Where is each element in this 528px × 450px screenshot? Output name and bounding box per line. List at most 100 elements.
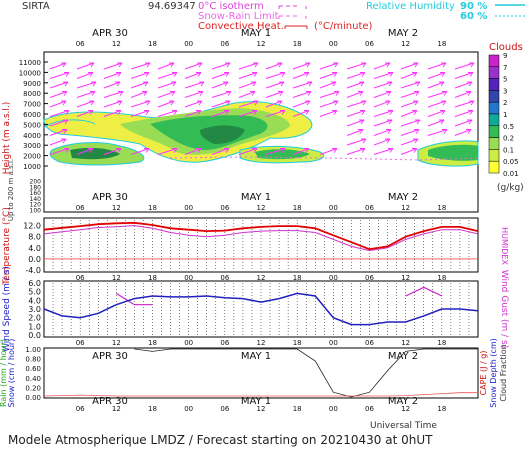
arrow: [76, 148, 94, 155]
hour-label: 06: [220, 0, 229, 2]
arrow: [49, 148, 70, 155]
arrow: [184, 100, 203, 108]
arrow: [319, 148, 338, 155]
arrow: [76, 110, 94, 117]
legend-swatches: [278, 5, 308, 29]
scale-bin: [488, 78, 500, 91]
hour-label: 06: [365, 204, 374, 212]
arrow: [454, 72, 474, 79]
cloud-fraction-ylabel: Cloud Fraction: [499, 344, 508, 401]
arrow: [427, 100, 447, 108]
height-tick: 2000: [23, 153, 41, 161]
hour-label: 12: [401, 274, 410, 282]
hour-label: 18: [437, 204, 446, 212]
cloud-fraction-line: [134, 348, 478, 398]
scale-label: 0.2: [503, 135, 514, 143]
arrow: [292, 148, 310, 155]
hour-label: 06: [76, 339, 85, 347]
temperature-tick: 0.0: [28, 255, 41, 264]
arrow: [265, 100, 283, 108]
arrow: [103, 81, 121, 89]
scale-label: 0.01: [503, 170, 519, 178]
hour-label: 06: [220, 274, 229, 282]
arrow: [292, 100, 311, 108]
hour-label: 06: [220, 405, 229, 413]
wind-tick: 4.0: [28, 296, 41, 305]
scale-bin: [488, 125, 500, 138]
hour-label: 00: [329, 274, 338, 282]
arrow: [265, 81, 285, 89]
legend-rh-label: Relative Humidity: [366, 1, 455, 12]
scale-bin: [488, 54, 500, 68]
height-tick: 1000: [23, 163, 41, 171]
arrow: [292, 110, 310, 117]
hour-label: 12: [257, 405, 266, 413]
arrow: [427, 129, 448, 136]
rain-ylabel: Rain (mm / hour): [0, 339, 8, 407]
arrow: [292, 81, 313, 89]
wind-panel-frame: [43, 280, 479, 338]
arrow: [319, 81, 337, 89]
hour-label: 00: [184, 0, 193, 2]
arrow: [184, 72, 202, 79]
hour-label: 06: [365, 0, 374, 2]
arrow: [454, 62, 475, 70]
arrow: [211, 81, 229, 89]
scale-label: 0.5: [503, 123, 514, 131]
hour-label: 06: [365, 40, 374, 48]
arrow: [103, 110, 122, 117]
precip-tick: 0.80: [25, 356, 41, 364]
arrow: [373, 138, 391, 146]
scale-label: 9: [503, 52, 507, 60]
low-height-tick: 120: [30, 202, 42, 209]
scale-bin: [488, 160, 500, 174]
arrow: [400, 91, 420, 98]
snow-ylabel: Snow (cm / hour): [7, 339, 16, 408]
scale-bin: [488, 66, 500, 79]
arrow: [265, 62, 283, 70]
wind-series: [43, 286, 479, 326]
temperature-tick: 8.0: [28, 233, 41, 242]
hour-label: 18: [148, 40, 157, 48]
arrow: [400, 62, 419, 70]
wind-tick: 0.0: [28, 331, 41, 340]
hour-label: 00: [329, 204, 338, 212]
wind-tick: 5.0: [28, 288, 41, 297]
cloud-ylabel-low: Up to 200 m a.s.l.: [7, 159, 15, 221]
height-tick: 8000: [23, 90, 41, 98]
scale-bin: [488, 137, 500, 150]
arrow: [184, 81, 205, 89]
arrow: [454, 110, 474, 117]
hour-label: 06: [76, 274, 85, 282]
height-tick: 7000: [23, 101, 41, 109]
legend-convective-unit: (°C/minute): [314, 21, 373, 32]
hour-label: 00: [184, 204, 193, 212]
arrow: [211, 72, 230, 79]
arrow: [211, 148, 230, 155]
arrow: [103, 100, 123, 108]
hour-label: 12: [112, 339, 121, 347]
precip-grid: 1.00 0.800.60 0.400.20 0.00: [25, 346, 41, 402]
arrow: [103, 72, 122, 79]
legend-snow-rain: Snow-Rain Limit: [198, 11, 279, 22]
arrow: [292, 62, 311, 70]
arrow: [130, 72, 150, 79]
station-coords: 94.69347: [148, 1, 196, 12]
hour-label: 12: [257, 204, 266, 212]
humidex-line: [43, 225, 479, 252]
arrow: [454, 119, 473, 127]
hour-label: 06: [365, 274, 374, 282]
arrow: [238, 81, 257, 89]
wind-speed-line: [43, 292, 479, 326]
hour-label: 00: [329, 339, 338, 347]
hour-label: 18: [437, 40, 446, 48]
arrow: [373, 129, 392, 136]
arrow: [373, 148, 394, 155]
hour-label: 00: [184, 274, 193, 282]
hour-label: 00: [184, 405, 193, 413]
height-tick: 4000: [23, 132, 41, 140]
hour-label: 12: [112, 274, 121, 282]
arrow: [157, 110, 178, 117]
temperature-tick: 12.0: [23, 222, 41, 231]
low-height-tick: 100: [30, 208, 42, 215]
